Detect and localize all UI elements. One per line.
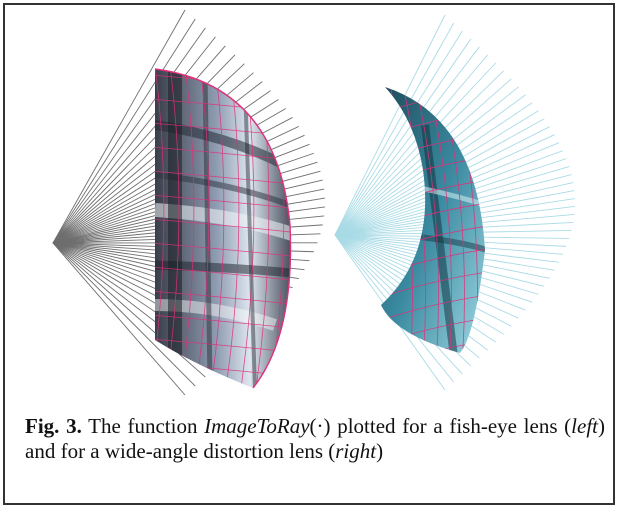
fisheye-plot — [52, 9, 325, 396]
ray-line — [52, 36, 216, 244]
ray-line — [52, 242, 206, 378]
ray-line — [334, 30, 463, 236]
ray-line — [334, 14, 446, 236]
wide-angle-plot — [334, 14, 575, 391]
ray-line — [52, 18, 196, 244]
figure-illustration — [52, 9, 575, 396]
ray-line — [52, 242, 186, 396]
ray-line — [334, 22, 455, 236]
ray-line — [334, 70, 504, 236]
ray-line — [52, 242, 196, 387]
ray-line — [334, 38, 472, 236]
figure-label: Fig. 3. — [25, 414, 82, 438]
ray-line — [334, 62, 497, 236]
figure-frame: Fig. 3. The function ImageToRay(·) plott… — [3, 3, 615, 505]
ray-line — [52, 9, 186, 244]
figure-caption: Fig. 3. The function ImageToRay(·) plott… — [25, 414, 605, 463]
ray-line — [334, 46, 480, 236]
ray-line — [52, 27, 206, 244]
ray-line — [334, 54, 488, 236]
function-name: ImageToRay — [204, 414, 310, 438]
